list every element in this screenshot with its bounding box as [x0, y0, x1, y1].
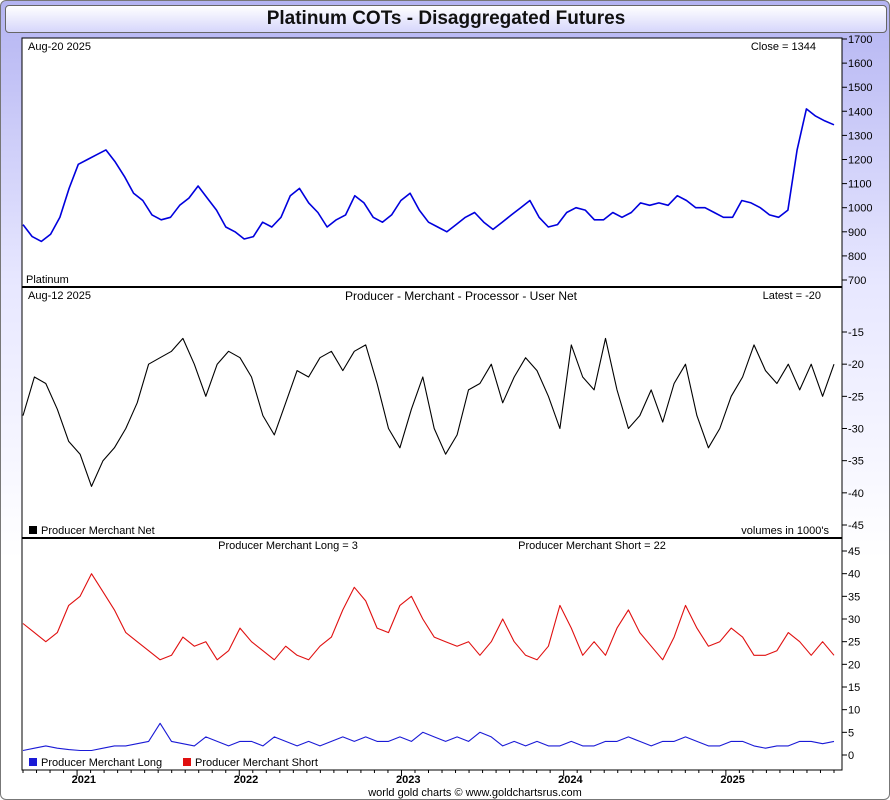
y-tick-label: -30 — [848, 424, 864, 436]
x-year-label: 2021 — [72, 774, 96, 786]
short-legend-swatch — [183, 758, 191, 766]
positions-y-axis: 0 5 10 15 20 25 30 35 40 45 — [842, 546, 860, 762]
series-line-producer-merchant-long — [22, 722, 835, 752]
series-line-platinum — [22, 108, 835, 243]
x-year-label: 2024 — [558, 774, 583, 786]
long-legend-swatch — [29, 758, 37, 766]
y-tick-label: 20 — [848, 659, 860, 671]
series-line-producer-merchant-net — [22, 337, 835, 487]
y-tick-label: 10 — [848, 705, 860, 717]
net-y-axis: -45 -40 -35 -30 -25 -20 -15 — [842, 327, 864, 532]
positions-panel — [21, 537, 843, 771]
price-y-axis: 700 800 900 1000 1100 1200 1300 1400 1500 1600 170… — [842, 34, 872, 287]
net-panel-title: Producer - Merchant - Processor - User N… — [345, 289, 578, 303]
price-panel — [21, 37, 843, 288]
y-tick-label: 1500 — [848, 82, 872, 94]
long-latest-label: Producer Merchant Long = 3 — [218, 540, 358, 552]
y-tick-label: 900 — [848, 227, 866, 239]
series-layer — [22, 108, 835, 752]
y-tick-label: 1600 — [848, 58, 872, 70]
y-tick-label: 700 — [848, 275, 866, 287]
net-panel — [21, 286, 843, 539]
y-tick-label: 25 — [848, 637, 860, 649]
units-label: volumes in 1000's — [741, 525, 829, 537]
net-date-label: Aug-12 2025 — [28, 290, 91, 302]
price-series-label: Platinum — [26, 274, 69, 286]
y-tick-label: 1200 — [848, 155, 872, 167]
short-latest-label: Producer Merchant Short = 22 — [518, 540, 666, 552]
series-line-producer-merchant-short — [22, 573, 835, 661]
y-tick-label: 0 — [848, 750, 854, 762]
y-tick-label: 45 — [848, 546, 860, 558]
y-tick-label: 1300 — [848, 130, 872, 142]
y-tick-label: 40 — [848, 569, 860, 581]
y-tick-label: -15 — [848, 327, 864, 339]
y-tick-label: 30 — [848, 614, 860, 626]
title-bar: Platinum COTs - Disaggregated Futures — [5, 5, 887, 33]
y-tick-label: -20 — [848, 359, 864, 371]
x-axis: 2021 2022 2023 2024 2025 — [22, 770, 835, 786]
y-tick-label: 1000 — [848, 203, 872, 215]
net-legend-label: Producer Merchant Net — [41, 525, 155, 537]
price-date-label: Aug-20 2025 — [28, 41, 91, 53]
net-legend-swatch — [29, 526, 37, 534]
y-tick-label: -40 — [848, 488, 864, 500]
y-tick-label: 800 — [848, 251, 866, 263]
y-tick-label: 1100 — [848, 179, 872, 191]
y-tick-label: 35 — [848, 591, 860, 603]
y-tick-label: 15 — [848, 682, 860, 694]
y-tick-label: 1400 — [848, 106, 872, 118]
x-year-label: 2025 — [720, 774, 744, 786]
short-legend-label: Producer Merchant Short — [195, 757, 318, 769]
y-tick-label: -35 — [848, 456, 864, 468]
y-tick-label: 5 — [848, 727, 854, 739]
y-tick-label: 1700 — [848, 34, 872, 46]
chart-title: Platinum COTs - Disaggregated Futures — [266, 8, 626, 29]
x-year-label: 2023 — [396, 774, 420, 786]
x-year-label: 2022 — [234, 774, 258, 786]
net-latest-label: Latest = -20 — [763, 290, 821, 302]
y-tick-label: -45 — [848, 520, 864, 532]
footer-credit: world gold charts © www.goldchartsrus.co… — [367, 787, 582, 799]
long-legend-label: Producer Merchant Long — [41, 757, 162, 769]
price-close-label: Close = 1344 — [751, 41, 816, 53]
y-tick-label: -25 — [848, 391, 864, 403]
